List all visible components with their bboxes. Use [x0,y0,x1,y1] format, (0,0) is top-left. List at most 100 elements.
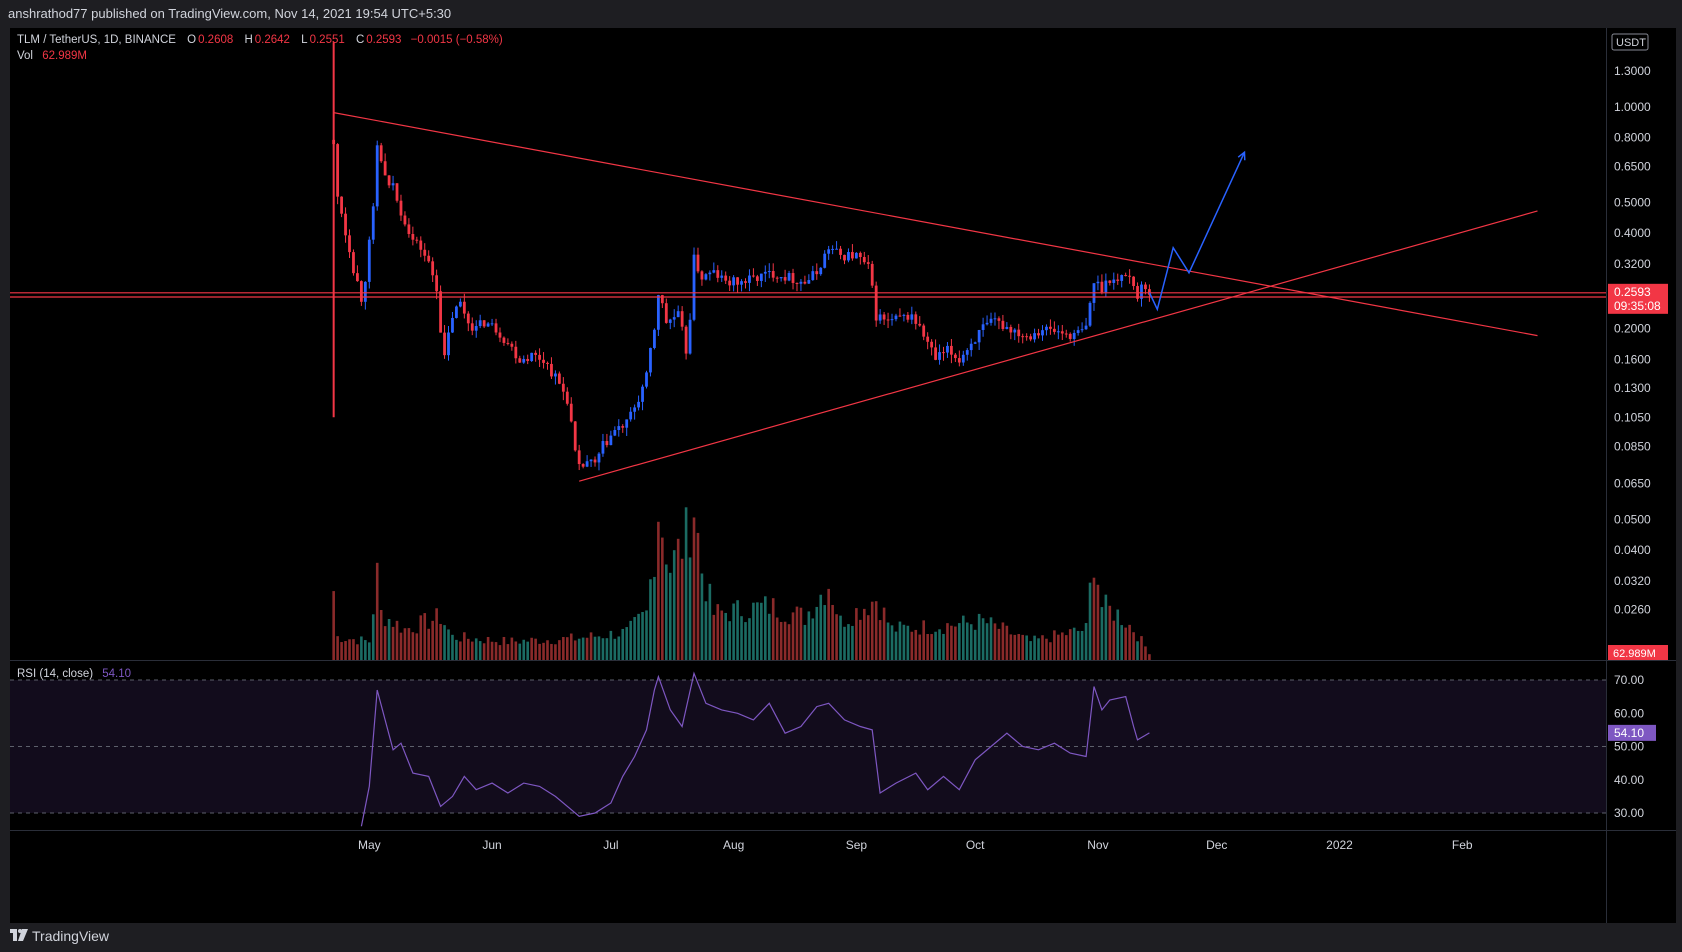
candle [344,207,347,243]
candle [902,313,906,322]
candle [534,350,538,362]
volume-bar [502,636,506,660]
volume-bar [371,614,375,660]
chart-area[interactable]: 1.3000 1.0000 0.8000 0.6500 0.5000 0.4000 0.32… [10,28,1676,923]
candle [605,433,609,448]
volume-bar [1100,607,1104,660]
volume-bar [771,598,775,660]
volume-bar [490,641,494,660]
currency-badge[interactable] [1611,33,1649,51]
candle [676,305,680,318]
candle [1009,324,1013,340]
candle [585,455,589,468]
volume-bar [1132,632,1135,660]
volume-bar [1005,625,1009,660]
volume-bar [1068,629,1072,660]
volume-bar [375,562,379,660]
volume-bar [463,632,466,660]
tradingview-logo[interactable]: TradingView [10,928,109,944]
volume-bar [569,633,573,660]
tv-logo-icon [10,928,28,944]
candle [561,377,565,401]
volume-bar [914,629,918,660]
volume-bar [522,639,526,660]
volume-bar [1140,636,1143,660]
volume-bar [415,633,419,660]
volume-bar [946,623,949,660]
candle [1112,272,1116,290]
candle [1088,301,1092,328]
candle [851,244,854,261]
volume-bar [360,636,363,660]
candle [886,312,890,329]
volume-bar [672,550,676,660]
candle [462,293,466,319]
projection-path[interactable] [1148,151,1246,312]
volume-bar [1136,641,1139,660]
volume-bar [411,632,415,660]
volume-bar [724,612,727,660]
volume-bar [629,620,632,660]
volume-bar [775,617,779,660]
candle [1124,272,1128,277]
rsi-tick-label: 30.00 [1614,806,1644,820]
candle [557,371,561,385]
volume-bar [874,601,878,660]
candle [716,265,720,283]
volume-bar [890,625,894,660]
candle [1068,332,1072,342]
volume-bar [395,620,399,660]
candle [352,249,355,276]
candle [680,306,684,331]
volume-bar [546,640,549,660]
volume-bar [906,625,910,660]
volume-bar [617,636,621,660]
volume-bar [878,620,882,660]
volume-bar [1049,642,1052,660]
volume-bar [1009,634,1013,660]
volume-bar [383,626,387,660]
low-label: L [301,34,308,46]
volume-bar [791,612,795,660]
candle [621,424,625,433]
chart-canvas[interactable]: 1.3000 1.0000 0.8000 0.6500 0.5000 0.4000 0.32… [10,28,1676,923]
volume-bar [684,507,688,660]
candle [375,140,379,211]
candle [1064,329,1068,338]
time-tick-label: Jun [482,838,501,852]
rsi-tick-label: 50.00 [1614,740,1644,754]
candle [744,278,747,289]
candle [779,276,783,282]
open-label: O [187,34,197,46]
high-label: H [244,34,253,46]
last-price-label: 0.2593 [1614,285,1651,299]
volume-bar [894,631,898,660]
price-tick-label: 0.5000 [1614,195,1651,209]
candle [1017,323,1021,343]
candle [950,339,953,364]
volume-bar [514,641,518,660]
symbol-legend: TLM / TetherUS, 1D, BINANCE O 0.2608 H 0.2… [17,34,505,46]
volume-bar [340,642,343,660]
candle [502,336,506,346]
candle [506,338,510,346]
volume-bar [506,644,510,660]
candle [466,311,470,332]
candle [1052,321,1056,335]
candle [771,263,775,282]
candle [1096,275,1100,291]
candle [641,384,644,411]
volume-bar [1013,634,1017,660]
candle [787,270,791,282]
candle [407,218,411,238]
volume-bar [744,622,747,660]
volume-bar [819,594,823,660]
lower-trendline[interactable] [579,210,1538,482]
rsi-badge [1608,724,1656,741]
volume-bar [712,614,716,660]
volume-bar [795,606,799,660]
upper-trendline[interactable] [333,112,1538,337]
candle [597,452,601,471]
volume-bar [573,640,577,660]
time-tick-label: Dec [1206,838,1227,852]
